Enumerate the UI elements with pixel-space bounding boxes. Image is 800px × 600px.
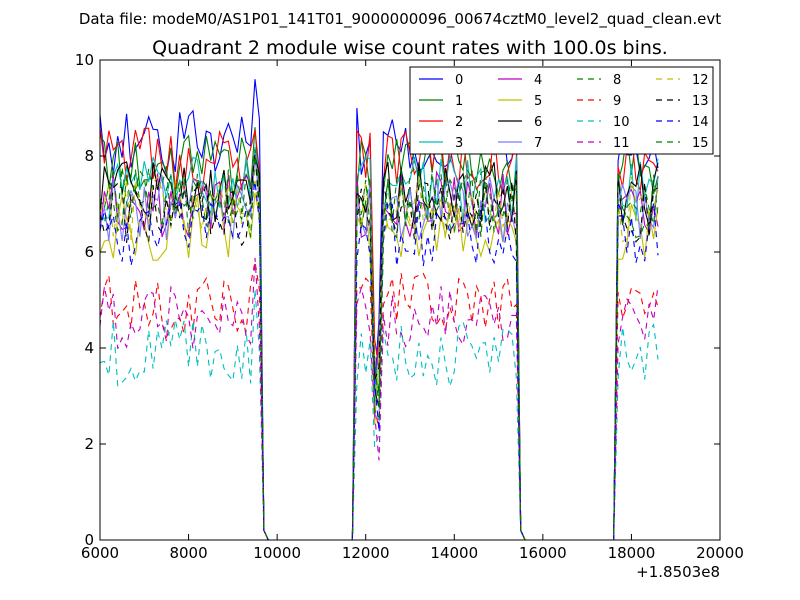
legend-label: 1 [455, 94, 463, 109]
y-tick-label: 8 [84, 147, 94, 165]
y-tick-label: 10 [75, 51, 94, 69]
ticks-layer: 6000 8000 10000 12000 14000 16000 18000 20000 0 2… [75, 51, 744, 562]
legend-label: 8 [613, 73, 621, 88]
legend-label: 2 [455, 115, 463, 130]
y-tick-label: 6 [84, 243, 94, 261]
legend-label: 3 [455, 136, 463, 151]
legend-label: 10 [613, 115, 630, 130]
legend-label: 0 [455, 73, 463, 88]
x-tick-label: 6000 [81, 544, 119, 562]
series-line-11 [100, 257, 659, 540]
legend-label: 5 [534, 94, 542, 109]
x-tick-label: 18000 [608, 544, 656, 562]
y-tick-label: 0 [84, 531, 94, 549]
x-tick-label: 8000 [169, 544, 207, 562]
series-line-12 [100, 176, 659, 540]
chart-suptitle: Data file: modeM0/AS1P01_141T01_90000000… [79, 10, 721, 29]
plot-frame [99, 59, 721, 541]
y-tick-label: 2 [84, 435, 94, 453]
x-tick-label: 10000 [253, 544, 301, 562]
legend-label: 15 [692, 136, 709, 151]
series-line-13 [100, 154, 659, 540]
series-line-15 [100, 156, 659, 540]
legend-label: 4 [534, 73, 542, 88]
x-tick-label: 14000 [430, 544, 478, 562]
series-line-5 [100, 192, 659, 540]
legend-label: 7 [534, 136, 542, 151]
series-line-7 [100, 152, 659, 540]
legend-label: 12 [692, 73, 709, 88]
x-tick-label: 12000 [342, 544, 390, 562]
y-tick-label: 4 [84, 339, 94, 357]
series-layer [100, 79, 659, 540]
x-offset-label: +1.8503e8 [636, 563, 720, 581]
chart-title: Quadrant 2 module wise count rates with … [152, 37, 668, 59]
legend-label: 9 [613, 94, 621, 109]
legend-label: 14 [692, 115, 709, 130]
legend-label: 13 [692, 94, 709, 109]
legend-label: 6 [534, 115, 542, 130]
legend-label: 11 [613, 136, 630, 151]
series-line-9 [100, 261, 659, 540]
x-tick-label: 20000 [696, 544, 744, 562]
legend-frame [409, 66, 714, 155]
x-tick-label: 16000 [519, 544, 567, 562]
